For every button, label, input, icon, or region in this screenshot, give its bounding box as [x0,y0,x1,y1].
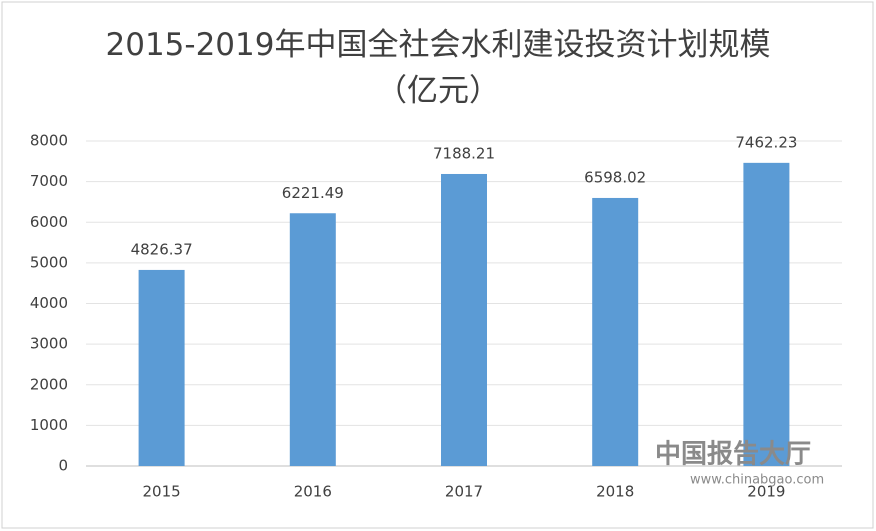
y-tick-label: 1000 [30,416,68,434]
x-tick-label: 2016 [294,483,332,501]
y-tick-label: 4000 [30,294,68,312]
bar [743,162,790,466]
bar [289,213,336,466]
y-tick-label: 7000 [30,172,68,190]
data-label: 7188.21 [433,144,495,162]
watermark-name: 中国报告大厅 [655,439,811,470]
data-label: 4826.37 [131,240,193,258]
x-tick-label: 2015 [143,483,181,501]
y-tick-label: 2000 [30,375,68,393]
x-tick-label: 2019 [747,483,785,501]
y-tick-label: 8000 [30,132,68,150]
y-tick-label: 5000 [30,253,68,271]
y-tick-label: 3000 [30,335,68,353]
chart-title: 2015-2019年中国全社会水利建设投资计划规模（亿元） [105,27,771,109]
data-label: 6221.49 [282,184,344,202]
bar [592,197,639,466]
y-tick-label: 6000 [30,213,68,231]
data-label: 7462.23 [735,133,797,151]
x-tick-label: 2017 [445,483,483,501]
x-tick-label: 2018 [596,483,634,501]
watermark-url: www.chinabgao.com [690,473,824,488]
data-label: 6598.02 [584,168,646,186]
bar [441,173,487,466]
bar [138,269,185,466]
y-tick-label: 0 [58,457,68,475]
